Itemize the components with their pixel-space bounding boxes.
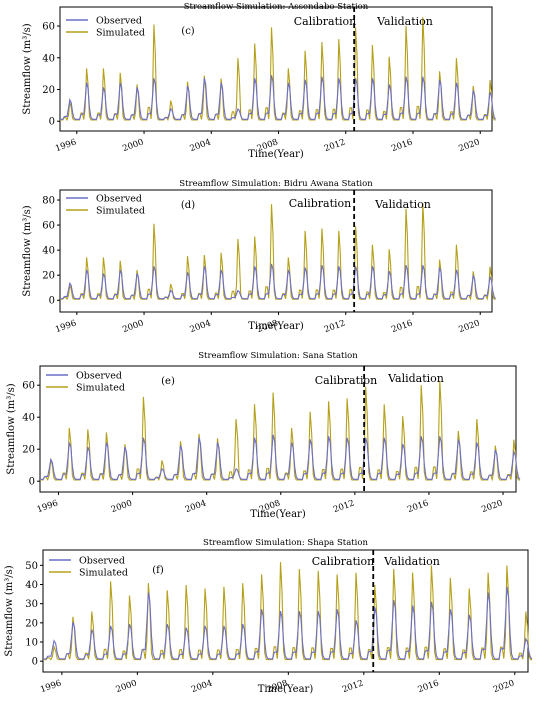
- chart-title: Streamflow Simulation: Shapa Station: [203, 538, 369, 548]
- x-tick-label: 2012: [323, 318, 347, 335]
- series-line-observed: [40, 434, 521, 480]
- y-tick-label: 0: [29, 477, 35, 488]
- plot-frame: [42, 549, 529, 673]
- y-tick-label: 60: [42, 221, 55, 232]
- legend-label-observed: Observed: [76, 371, 122, 382]
- y-axis-label: Streamflow (m³/s): [22, 23, 33, 114]
- x-tick-label: 2004: [189, 137, 213, 154]
- x-axis-label: Time(Year): [248, 321, 304, 332]
- y-tick-label: 20: [25, 618, 38, 629]
- x-axis-label: Time(Year): [250, 509, 306, 520]
- x-tick-label: 2004: [189, 318, 213, 335]
- plot-frame: [59, 189, 493, 313]
- calibration-label: Calibration: [289, 197, 352, 210]
- plot-frame: [39, 365, 517, 493]
- y-tick-label: 0: [32, 657, 38, 668]
- legend-label-simulated: Simulated: [79, 568, 128, 579]
- chart-panel-1: Streamflow Simulation: Assendabo Station…: [22, 2, 497, 160]
- chart-title: Streamflow Simulation: Assendabo Station: [184, 2, 369, 12]
- y-tick-label: 40: [22, 413, 35, 424]
- x-tick-label: 2000: [115, 678, 139, 695]
- y-axis-label: Streamflow (m³/s): [6, 383, 17, 474]
- chart-panel-2: Streamflow Simulation: Bidru Awana Stati…: [22, 179, 496, 335]
- chart-title: Streamflow Simulation: Bidru Awana Stati…: [179, 179, 373, 189]
- y-tick-label: 0: [49, 296, 55, 307]
- series-line-simulated: [43, 561, 533, 661]
- legend-label-simulated: Simulated: [96, 28, 145, 39]
- panel-label: (c): [181, 26, 195, 37]
- x-tick-label: 2016: [390, 318, 414, 335]
- x-tick-label: 1996: [54, 318, 78, 335]
- series-line-simulated: [60, 202, 496, 302]
- x-tick-label: 2012: [323, 137, 347, 154]
- x-tick-label: 2012: [332, 498, 356, 515]
- validation-label: Validation: [387, 372, 444, 385]
- chart-panel-3: Streamflow Simulation: Sana Station 0 20 40…: [6, 351, 521, 520]
- x-axis-label: Time(Year): [248, 149, 304, 160]
- y-tick-label: 10: [25, 638, 38, 649]
- x-tick-label: 2020: [458, 318, 482, 335]
- x-tick-label: 2020: [492, 678, 516, 695]
- x-tick-label: 2020: [458, 137, 482, 154]
- y-tick-label: 0: [49, 117, 55, 128]
- y-tick-label: 60: [22, 381, 35, 392]
- y-tick-label: 20: [22, 445, 35, 456]
- panel-label: (e): [161, 376, 175, 387]
- panel-label: (f): [152, 565, 164, 576]
- y-tick-label: 50: [25, 561, 38, 572]
- y-tick-label: 20: [42, 271, 55, 282]
- x-tick-label: 2000: [110, 498, 134, 515]
- validation-label: Validation: [374, 198, 431, 211]
- calibration-label: Calibration: [315, 374, 378, 387]
- series-line-observed: [60, 75, 497, 120]
- x-tick-label: 2004: [190, 678, 214, 695]
- y-tick-label: 30: [25, 599, 38, 610]
- plot-frame: [59, 6, 493, 132]
- chart-title: Streamflow Simulation: Sana Station: [198, 351, 358, 361]
- x-tick-label: 2020: [480, 498, 504, 515]
- legend-label-simulated: Simulated: [76, 383, 125, 394]
- legend-label-observed: Observed: [79, 556, 125, 567]
- chart-panel-4: Streamflow Simulation: Shapa Station 0 10 2…: [4, 538, 533, 695]
- calibration-label: Calibration: [312, 555, 375, 568]
- legend-label-observed: Observed: [96, 16, 142, 27]
- y-tick-label: 40: [42, 53, 55, 64]
- x-tick-label: 2012: [341, 678, 365, 695]
- calibration-label: Calibration: [294, 15, 357, 28]
- y-tick-label: 80: [42, 196, 55, 207]
- panel-label: (d): [181, 200, 195, 211]
- x-tick-label: 2004: [184, 498, 208, 515]
- x-axis-label: Time(Year): [258, 684, 314, 695]
- series-line-observed: [43, 586, 533, 660]
- y-tick-label: 40: [42, 246, 55, 257]
- y-tick-label: 60: [42, 22, 55, 33]
- legend-label-simulated: Simulated: [96, 206, 145, 217]
- x-tick-label: 1996: [54, 137, 78, 154]
- x-tick-label: 2000: [121, 318, 145, 335]
- x-tick-label: 2016: [390, 137, 414, 154]
- y-tick-label: 20: [42, 85, 55, 96]
- y-axis-label: Streamflow (m³/s): [4, 565, 15, 656]
- legend-label-observed: Observed: [96, 194, 142, 205]
- x-tick-label: 2016: [417, 678, 441, 695]
- validation-label: Validation: [376, 15, 433, 28]
- series-line-observed: [60, 263, 496, 300]
- x-tick-label: 2000: [121, 137, 145, 154]
- validation-label: Validation: [383, 555, 440, 568]
- y-axis-label: Streamflow (m³/s): [22, 205, 33, 296]
- series-line-simulated: [40, 380, 520, 482]
- y-tick-label: 40: [25, 580, 38, 591]
- x-tick-label: 1996: [36, 498, 60, 515]
- x-tick-label: 1996: [39, 678, 63, 695]
- x-tick-label: 2016: [406, 498, 430, 515]
